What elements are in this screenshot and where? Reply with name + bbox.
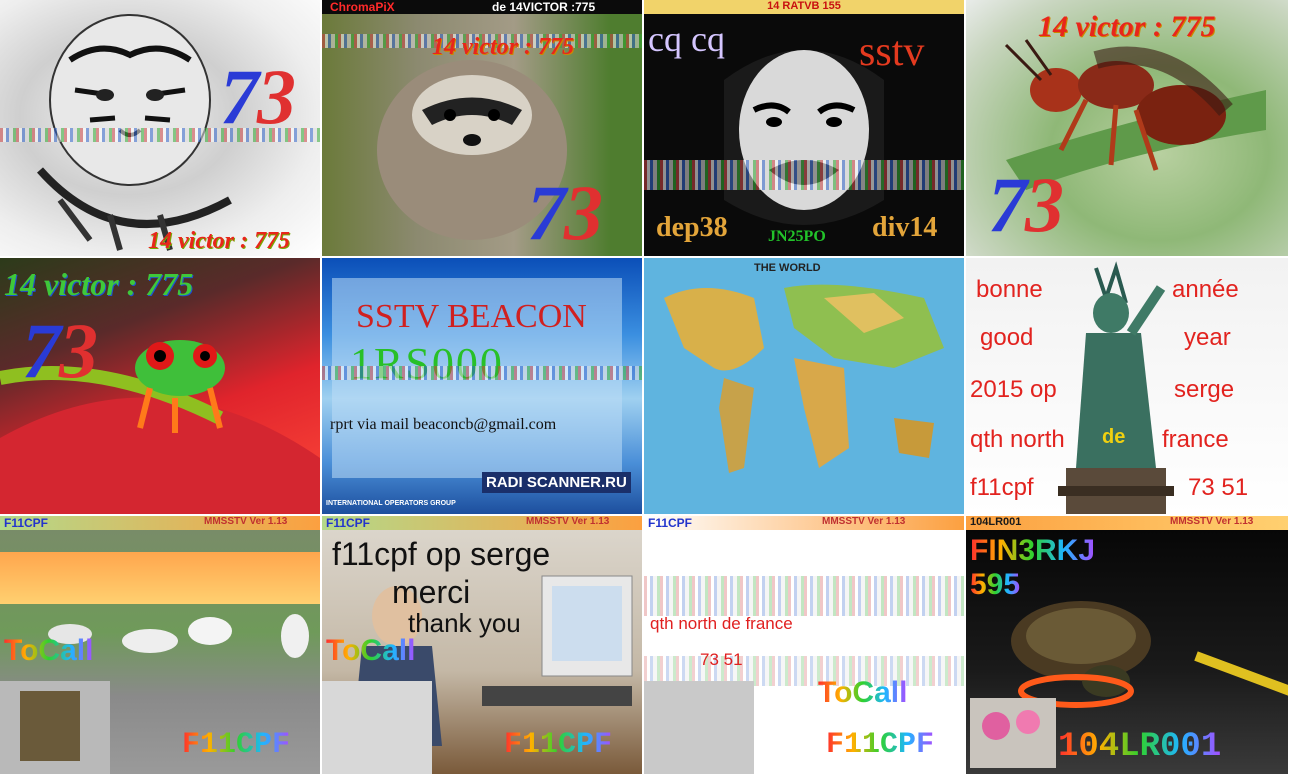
beacon-title: SSTV BEACON <box>356 298 587 335</box>
thanks-french: merci <box>392 574 471 610</box>
header-bar: F11CPF MMSSTV Ver 1.13 <box>322 516 642 530</box>
tocall-text: ToCall <box>4 634 94 667</box>
caption-callsign: 14 victor : 775 <box>148 228 290 254</box>
thanks-english: thank you <box>408 608 521 638</box>
operator-name: serge <box>1174 376 1235 403</box>
receiver-callsign: FIN3RKJ <box>970 534 1096 567</box>
number-73-overlay: 73 <box>988 160 1064 250</box>
qth-text: qth north <box>970 426 1065 453</box>
greeting-word-2: année <box>1172 276 1239 303</box>
sstv-tile-turtle[interactable]: 104LR001 MMSSTV Ver 1.13 FIN3RKJ 595 104… <box>966 516 1290 776</box>
signal-noise-band <box>322 366 642 380</box>
callsign-text: f11cpf <box>970 474 1034 501</box>
geese-photo <box>0 614 309 774</box>
department-text: dep38 <box>656 212 728 243</box>
division-text: div14 <box>872 212 938 243</box>
raccoon-photo <box>377 60 567 240</box>
greeting-word-3: good <box>980 324 1034 351</box>
qth-line: qth north de france <box>650 614 793 633</box>
mmsstv-version: MMSSTV Ver 1.13 <box>822 516 906 527</box>
sstv-tile-wasp[interactable]: 14 victor : 775 73 <box>966 0 1290 258</box>
header-text: 14 RATVB 155 <box>767 0 841 12</box>
caption-callsign: 14 victor : 775 <box>1038 10 1216 43</box>
qth-de-text: de <box>1102 426 1126 448</box>
digit-three: 3 <box>257 53 296 140</box>
chromapix-logo: ChromaPiX <box>330 0 395 14</box>
locator-text: JN25PO <box>768 228 826 245</box>
digit-seven: 7 <box>527 169 566 256</box>
sender-callsign: F11CPF <box>326 516 371 530</box>
operator-photo <box>322 575 633 774</box>
tocall-text: ToCall <box>818 676 908 709</box>
beacon-callsign: 1RS000 <box>350 339 504 388</box>
header-bar: F11CPF MMSSTV Ver 1.13 <box>644 516 964 530</box>
year-operator-text: 2015 op <box>970 376 1057 403</box>
qth-country: france <box>1162 426 1229 453</box>
digit-seven: 7 <box>988 161 1027 248</box>
mmsstv-version: MMSSTV Ver 1.13 <box>204 516 288 527</box>
sstv-tile-liberty[interactable]: bonne année good year 2015 op serge qth … <box>966 258 1290 516</box>
sender-callsign: F11CPF <box>648 516 693 530</box>
sstv-tile-frog[interactable]: 14 victor : 775 73 <box>0 258 322 516</box>
signal-noise-band <box>644 576 964 616</box>
digit-three: 3 <box>1025 161 1064 248</box>
header-bar: F11CPF MMSSTV Ver 1.13 <box>0 516 320 530</box>
sstv-tile-cq-face[interactable]: 14 RATVB 155 cq cq sstv dep38 JN25PO div… <box>644 0 966 258</box>
cq-text: cq cq <box>648 19 725 59</box>
world-map <box>664 284 944 473</box>
greeting-code: 73 51 <box>1188 474 1249 501</box>
sstv-tile-world-map[interactable]: THE WORLD <box>644 258 966 516</box>
digit-three: 3 <box>59 307 98 394</box>
greeting-code: 73 51 <box>700 650 743 669</box>
thumbnail-image <box>644 681 754 774</box>
greeting-word-1: bonne <box>976 276 1043 303</box>
header-bar: ChromaPiX de 14VICTOR :775 <box>322 0 642 14</box>
sstv-tile-raccoon[interactable]: ChromaPiX de 14VICTOR :775 14 victor : 7… <box>322 0 644 258</box>
number-73-overlay: 73 <box>527 168 603 256</box>
signature-callsign: 104LR001 <box>1058 728 1222 766</box>
number-73-overlay: 73 <box>22 306 98 396</box>
signature-callsign: F11CPF <box>504 728 613 762</box>
sender-callsign: F11CPF <box>4 516 49 530</box>
sender-callsign: 104LR001 <box>970 516 1022 528</box>
digit-seven: 7 <box>22 307 61 394</box>
signal-noise-band <box>322 34 642 48</box>
signature-callsign: F11CPF <box>826 728 935 762</box>
mmsstv-version: MMSSTV Ver 1.13 <box>526 516 610 527</box>
report-email-line: rprt via mail beaconcb@gmail.com <box>330 416 557 433</box>
signal-noise-band <box>644 160 964 190</box>
tocall-text: ToCall <box>326 634 416 667</box>
header-bar: 104LR001 MMSSTV Ver 1.13 <box>966 516 1288 530</box>
greeting-word-4: year <box>1184 324 1231 351</box>
header-bar: 14 RATVB 155 <box>644 0 964 14</box>
radioscanner-logo: RADI SCANNER.RU <box>482 472 631 493</box>
sstv-tile-qth[interactable]: F11CPF MMSSTV Ver 1.13 qth north de fran… <box>644 516 966 776</box>
wasp-photo <box>1004 39 1266 190</box>
signature-callsign: F11CPF <box>182 728 291 762</box>
beacon-footer: INTERNATIONAL OPERATORS GROUP <box>326 500 456 507</box>
signal-noise-band <box>0 128 320 142</box>
orange-sky-band <box>0 552 320 604</box>
header-callsign: de 14VICTOR :775 <box>492 0 596 14</box>
caption-callsign: 14 victor : 775 <box>4 266 194 302</box>
sstv-tile-operator[interactable]: F11CPF MMSSTV Ver 1.13 f11cpf op serge m… <box>322 516 644 776</box>
turtle-photo <box>970 601 1288 768</box>
tiger-illustration <box>37 14 232 251</box>
sstv-tile-geese[interactable]: F11CPF MMSSTV Ver 1.13 ToCall F11CPF <box>0 516 322 776</box>
digit-three: 3 <box>564 169 603 256</box>
signal-report: 595 <box>970 568 1021 601</box>
sstv-tile-beacon[interactable]: SSTV BEACON 1RS000 rprt via mail beaconc… <box>322 258 644 516</box>
sstv-tile-tiger[interactable]: 73 14 victor : 775 <box>0 0 322 258</box>
caption-callsign: 14 victor : 775 <box>432 34 574 60</box>
operator-line: f11cpf op serge <box>332 536 551 572</box>
frog-photo <box>0 340 320 514</box>
mmsstv-version: MMSSTV Ver 1.13 <box>1170 516 1254 527</box>
statue-of-liberty <box>1058 261 1174 514</box>
number-73-overlay: 73 <box>220 52 296 142</box>
map-title: THE WORLD <box>754 262 821 274</box>
digit-seven: 7 <box>220 53 259 140</box>
sstv-text: sstv <box>859 29 925 75</box>
